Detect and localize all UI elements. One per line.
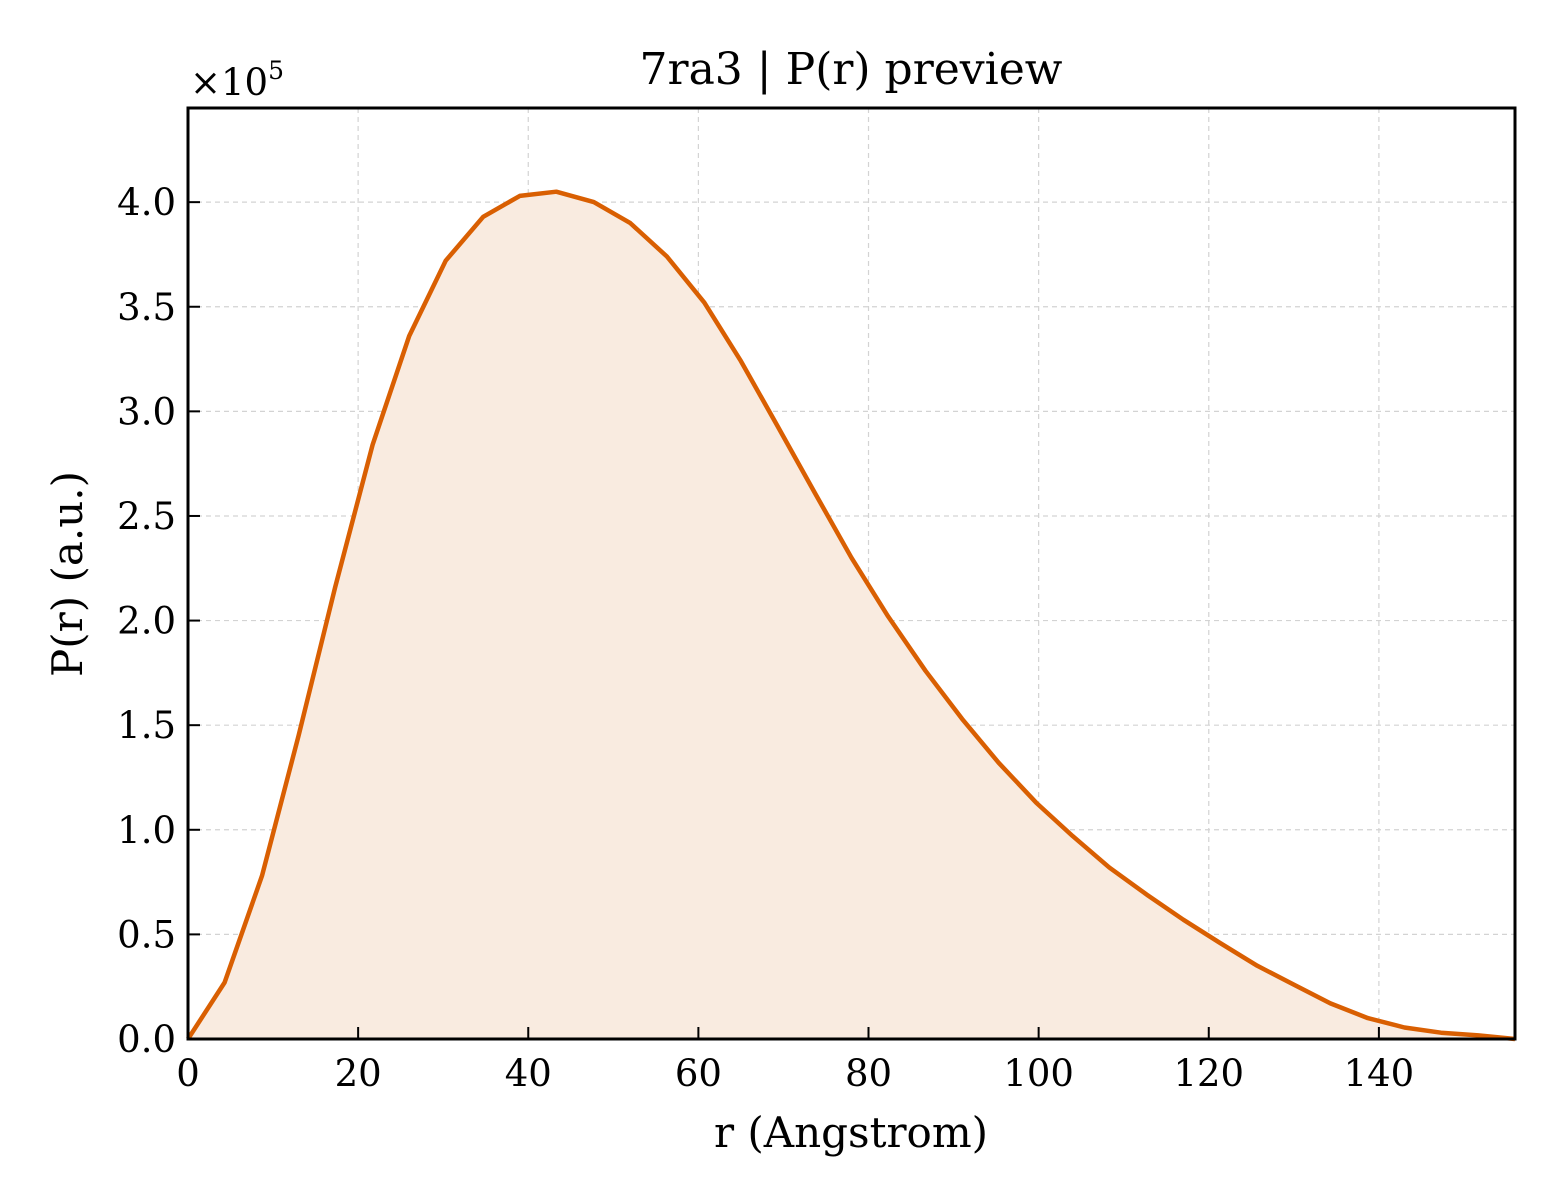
y-tick-label: 1.5 [117, 704, 176, 747]
x-tick-label: 100 [1003, 1052, 1074, 1095]
y-tick-label: 1.0 [117, 809, 176, 852]
chart-title: 7ra3 | P(r) preview [640, 44, 1063, 95]
axis-ticks: 0 20 40 60 80 100 120 140 0.0 0.5 1.0 1.5 2.0 2.5 3.0 3… [117, 181, 1414, 1095]
plot-frame [186, 106, 1517, 1041]
x-tick-label: 20 [335, 1052, 382, 1095]
x-tick-label: 40 [505, 1052, 552, 1095]
y-tick-label: 3.5 [117, 286, 176, 329]
y-multiplier: ×105 [190, 56, 284, 104]
y-tick-label: 0.0 [117, 1018, 176, 1061]
series-line [186, 189, 1516, 1042]
y-tick-label: 2.0 [117, 600, 176, 643]
y-multiplier-exponent: 5 [268, 56, 284, 85]
x-axis-label: r (Angstrom) [714, 1108, 988, 1157]
y-tick-label: 2.5 [117, 495, 176, 538]
y-axis-label: P(r) (a.u.) [43, 471, 92, 677]
y-tick-label: 3.0 [117, 390, 176, 433]
x-tick-label: 0 [176, 1052, 200, 1095]
x-tick-label: 140 [1344, 1052, 1415, 1095]
area-fill [188, 191, 1515, 1039]
x-tick-label: 80 [845, 1052, 892, 1095]
y-tick-label: 0.5 [117, 913, 176, 956]
x-tick-label: 120 [1173, 1052, 1244, 1095]
y-tick-label: 4.0 [117, 181, 176, 224]
y-multiplier-base: ×10 [190, 61, 268, 104]
x-tick-label: 60 [675, 1052, 722, 1095]
